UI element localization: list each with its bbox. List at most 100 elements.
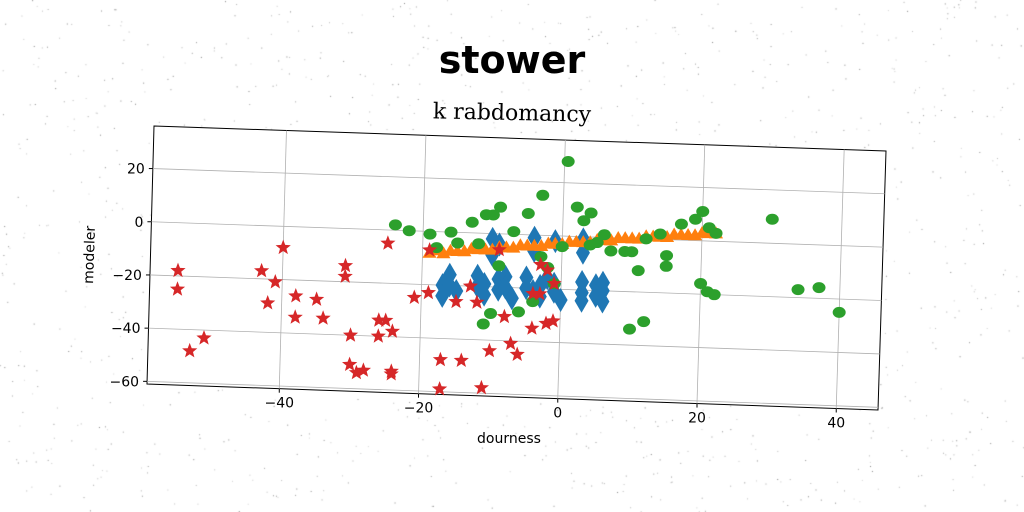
data-point-star (406, 289, 422, 304)
data-point-star (496, 308, 512, 324)
data-point-star (315, 310, 331, 325)
x-tick-label: −20 (404, 401, 434, 417)
data-point-star (509, 346, 525, 361)
data-point-star (469, 294, 485, 309)
data-point-star (545, 313, 561, 328)
plot-area (146, 125, 887, 411)
data-point-star (432, 351, 448, 367)
y-grid-line (147, 380, 879, 408)
y-axis-label: modeler (81, 225, 99, 284)
data-point-diamond (574, 288, 589, 313)
data-point-diamond (553, 287, 568, 312)
data-point-star (378, 312, 394, 327)
data-point-star (540, 262, 556, 277)
data-point-diamond (504, 286, 519, 311)
data-point-circle (476, 318, 490, 330)
data-point-star (170, 262, 186, 278)
data-point-circle (694, 278, 708, 290)
series-star (169, 235, 562, 396)
data-point-circle (561, 155, 575, 167)
data-point-star (348, 364, 364, 380)
data-point-star (453, 352, 469, 367)
data-point-circle (465, 216, 479, 228)
data-point-star (538, 315, 554, 330)
data-point-star (288, 288, 304, 303)
data-point-star (260, 295, 276, 310)
data-point-circle (521, 207, 535, 219)
data-point-star (525, 285, 541, 301)
data-point-star (503, 335, 519, 351)
data-point-star (169, 281, 186, 296)
x-tick-label: −40 (265, 396, 295, 412)
data-point-circle (534, 251, 548, 263)
data-point-star (448, 293, 464, 309)
data-point-star (524, 320, 540, 335)
data-point-diamond (449, 278, 464, 303)
data-point-star (182, 342, 198, 358)
data-point-star (196, 330, 212, 345)
x-grid-line (278, 130, 287, 389)
grid-lines (143, 130, 885, 413)
data-point-circle (451, 237, 465, 249)
data-point-circle (625, 246, 639, 258)
y-grid-line (149, 274, 882, 301)
y-tick-label: −60 (110, 374, 140, 390)
data-point-circle (696, 205, 710, 217)
data-point-circle (689, 213, 703, 225)
data-point-circle (709, 227, 723, 239)
data-point-star (532, 285, 548, 301)
x-tick-label: 0 (553, 406, 562, 422)
data-point-circle (639, 233, 653, 245)
data-point-star (422, 242, 438, 257)
data-point-circle (479, 209, 493, 221)
data-point-star (491, 241, 507, 257)
data-point-star (533, 256, 549, 272)
data-point-star (371, 312, 387, 327)
data-point-star (481, 342, 498, 358)
data-point-circle (623, 323, 637, 335)
data-point-circle (584, 207, 598, 219)
data-point-star (287, 309, 303, 324)
data-point-circle (507, 226, 521, 238)
data-point-star (275, 239, 291, 255)
y-tick-label: 0 (134, 215, 143, 231)
data-point-circle (555, 241, 569, 253)
data-point-star (309, 291, 325, 306)
data-point-star (473, 379, 489, 395)
series-circle (388, 155, 846, 335)
data-point-star (546, 275, 562, 291)
y-tick-label: 20 (127, 162, 145, 178)
data-point-circle (765, 213, 779, 225)
y-tick-label: −20 (112, 268, 142, 284)
x-grid-line (557, 140, 566, 399)
data-point-circle (536, 189, 550, 201)
x-grid-line (696, 144, 706, 404)
data-point-circle (577, 215, 591, 227)
data-point-star (384, 323, 400, 338)
x-grid-line (835, 149, 845, 409)
data-point-diamond (527, 225, 542, 250)
data-point-circle (653, 228, 667, 240)
tick-labels: −40 −20 0 20 40 20 0 −20 −40 −60 (110, 162, 846, 432)
data-point-circle (659, 260, 673, 272)
data-point-star (337, 257, 354, 273)
data-point-circle (492, 260, 506, 272)
y-grid-line (152, 168, 885, 195)
data-point-star (337, 268, 353, 283)
data-point-star (342, 327, 359, 342)
data-point-circle (631, 265, 645, 277)
x-tick-label: 40 (827, 416, 845, 432)
data-point-circle (472, 238, 486, 250)
x-axis-label: dourness (477, 431, 541, 447)
data-point-circle (832, 306, 846, 318)
data-point-circle (388, 219, 402, 231)
x-tick-label: 20 (688, 411, 706, 427)
data-point-circle (597, 229, 611, 241)
data-point-star (254, 262, 270, 278)
data-point-circle (402, 225, 416, 237)
data-point-circle (700, 286, 714, 298)
data-point-circle (570, 201, 584, 213)
data-point-circle (484, 308, 498, 320)
